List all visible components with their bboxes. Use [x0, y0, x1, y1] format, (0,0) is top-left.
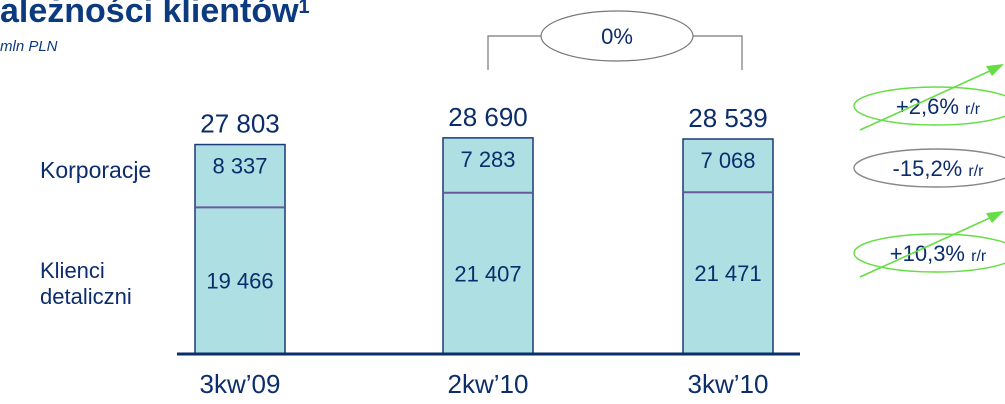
- growth-badge-suffix-1: r/r: [968, 163, 984, 180]
- data-label-corporate-2: 7 068: [700, 148, 755, 173]
- unit-label: mln PLN: [0, 38, 58, 55]
- total-label-0: 27 803: [200, 109, 280, 139]
- growth-arrow-head-2: [986, 211, 1004, 223]
- growth-badge-ring-1: [853, 148, 1005, 188]
- page-title: ależności klientów1: [0, 0, 310, 31]
- growth-arrow-line-0: [859, 69, 993, 131]
- growth-badge-1: -15,2% r/r: [893, 156, 985, 181]
- page-title-text: ależności klientów: [0, 0, 299, 30]
- row-label-retail-line1: Klienci: [40, 258, 105, 283]
- row-label-retail-line2: detaliczni: [40, 284, 132, 309]
- growth-badge-value-1: -15,2%: [893, 156, 969, 181]
- comparison-bracket-right: [690, 35, 743, 70]
- x-tick-label-0: 3kw’09: [200, 369, 281, 399]
- x-tick-label-2: 3kw’10: [688, 369, 769, 399]
- growth-badge-suffix-0: r/r: [965, 101, 981, 118]
- data-label-retail-0: 19 466: [206, 269, 273, 294]
- row-label-corporate: Korporacje: [40, 157, 151, 183]
- comparison-ellipse: [540, 10, 694, 62]
- total-label-2: 28 539: [688, 103, 768, 133]
- comparison-bracket-left: [487, 35, 545, 70]
- bar-0: [194, 143, 286, 355]
- total-label-1: 28 690: [448, 102, 528, 132]
- growth-badge-suffix-2: r/r: [971, 248, 987, 265]
- x-tick-label-1: 2kw’10: [448, 369, 529, 399]
- title-footnote-mark: 1: [298, 0, 310, 18]
- data-label-retail-2: 21 471: [694, 261, 761, 286]
- data-label-corporate-0: 8 337: [212, 154, 267, 179]
- bar-2: [682, 138, 774, 355]
- data-label-retail-1: 21 407: [454, 261, 521, 286]
- comparison-label: 0%: [601, 24, 633, 49]
- data-label-corporate-1: 7 283: [460, 147, 515, 172]
- growth-arrow-head-0: [986, 64, 1004, 76]
- growth-arrow-line-2: [859, 216, 993, 278]
- bar-1: [442, 137, 534, 355]
